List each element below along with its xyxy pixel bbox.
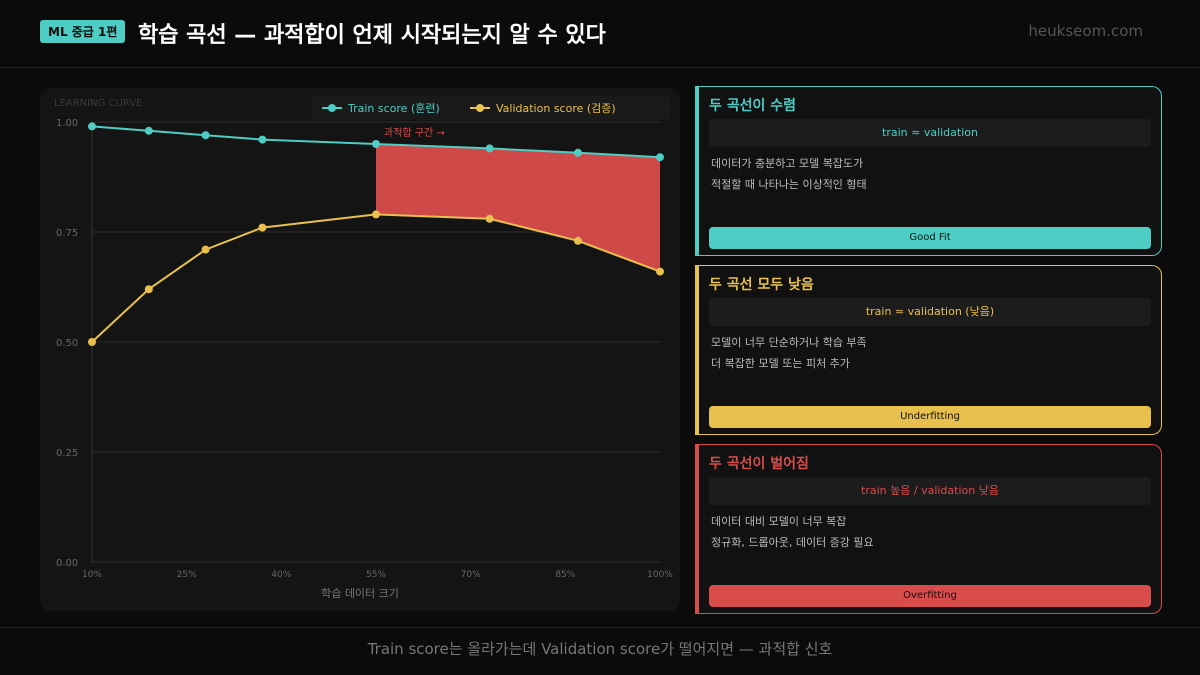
- x-axis-label: 학습 데이터 크기: [321, 587, 399, 600]
- y-tick-label: 0.50: [56, 338, 78, 349]
- data-point-0: [144, 126, 153, 135]
- y-tick-label: 1.00: [56, 118, 78, 129]
- data-point-1: [144, 285, 153, 294]
- learning-curve-chart: LEARNING CURVE 1.00 0.75 0.50 0.25 0.00 10% 25%…: [54, 96, 673, 600]
- series-line-1: [91, 213, 661, 343]
- x-tick-label: 10%: [82, 570, 102, 580]
- x-tick-label: 85%: [555, 570, 575, 580]
- x-tick-label: 100%: [647, 570, 673, 580]
- desc-line: 모델이 너무 단순하거나 학습 부족: [711, 336, 867, 349]
- verdict-label: Underfitting: [709, 406, 1151, 428]
- data-point-1: [372, 210, 380, 219]
- y-tick-label: 0.00: [56, 558, 78, 569]
- card-overfitting: 두 곡선이 벌어짐 train 높음 / validation 낮음 데이터 대…: [695, 444, 1162, 614]
- footer-caption: Train score는 올라가는데 Validation score가 떨어지…: [0, 627, 1200, 675]
- panel-label: LEARNING CURVE: [54, 98, 142, 109]
- x-tick-label: 40%: [271, 570, 291, 580]
- data-point-1: [485, 214, 494, 223]
- data-point-1: [201, 245, 210, 254]
- legend-label: Validation score (검증): [496, 102, 616, 115]
- page-title: 학습 곡선 — 과적합이 언제 시작되는지 알 수 있다: [138, 23, 606, 48]
- y-tick-label: 0.25: [56, 448, 78, 459]
- data-point-1: [258, 223, 267, 232]
- header: ML 중급 1편 학습 곡선 — 과적합이 언제 시작되는지 알 수 있다 he…: [0, 0, 1200, 68]
- desc-line: 적절할 때 나타나는 이상적인 형태: [711, 178, 867, 191]
- desc-line: 정규화, 드롭아웃, 데이터 증강 필요: [711, 536, 874, 549]
- legend-marker: [328, 104, 336, 112]
- legend-marker: [476, 104, 484, 112]
- overfitting-region: [376, 144, 660, 272]
- card-title: 두 곡선이 수렴: [709, 98, 797, 114]
- x-tick-label: 70%: [461, 570, 481, 580]
- legend-label: Train score (훈련): [347, 102, 440, 115]
- data-point-1: [656, 267, 664, 276]
- data-point-0: [656, 153, 664, 162]
- data-point-0: [485, 144, 494, 153]
- series-line-0: [91, 125, 661, 159]
- card-formula: train ≈ validation (낮음): [709, 298, 1151, 326]
- card-formula: train ≈ validation: [709, 119, 1151, 147]
- site-name: heukseom.com: [1028, 22, 1143, 40]
- card-title: 두 곡선이 벌어짐: [709, 456, 809, 472]
- data-point-0: [258, 135, 267, 144]
- data-point-0: [88, 122, 96, 131]
- series-badge: ML 중급 1편: [40, 20, 126, 43]
- verdict-label: Good Fit: [709, 227, 1151, 249]
- data-point-1: [88, 338, 96, 346]
- data-point-0: [573, 148, 582, 157]
- verdict-label: Overfitting: [709, 585, 1151, 607]
- desc-line: 더 복잡한 모델 또는 피처 추가: [711, 357, 850, 370]
- desc-line: 데이터가 충분하고 모델 복잡도가: [711, 157, 864, 170]
- x-tick-label: 25%: [177, 570, 197, 580]
- overfitting-annotation: 과적합 구간 →: [384, 127, 445, 139]
- desc-line: 데이터 대비 모델이 너무 복잡: [711, 515, 847, 528]
- card-good-fit: 두 곡선이 수렴 train ≈ validation 데이터가 충분하고 모델…: [695, 86, 1162, 256]
- card-title: 두 곡선 모두 낮음: [709, 277, 814, 293]
- card-underfitting: 두 곡선 모두 낮음 train ≈ validation (낮음) 모델이 너…: [695, 265, 1162, 435]
- x-tick-label: 55%: [366, 570, 386, 580]
- data-point-0: [201, 131, 210, 140]
- y-tick-label: 0.75: [56, 228, 78, 239]
- chart-panel: LEARNING CURVE 1.00 0.75 0.50 0.25 0.00 10% 25%…: [40, 88, 680, 611]
- data-point-1: [573, 236, 582, 245]
- card-formula: train 높음 / validation 낮음: [709, 477, 1151, 505]
- data-point-0: [372, 140, 380, 148]
- legend-box: [312, 96, 670, 120]
